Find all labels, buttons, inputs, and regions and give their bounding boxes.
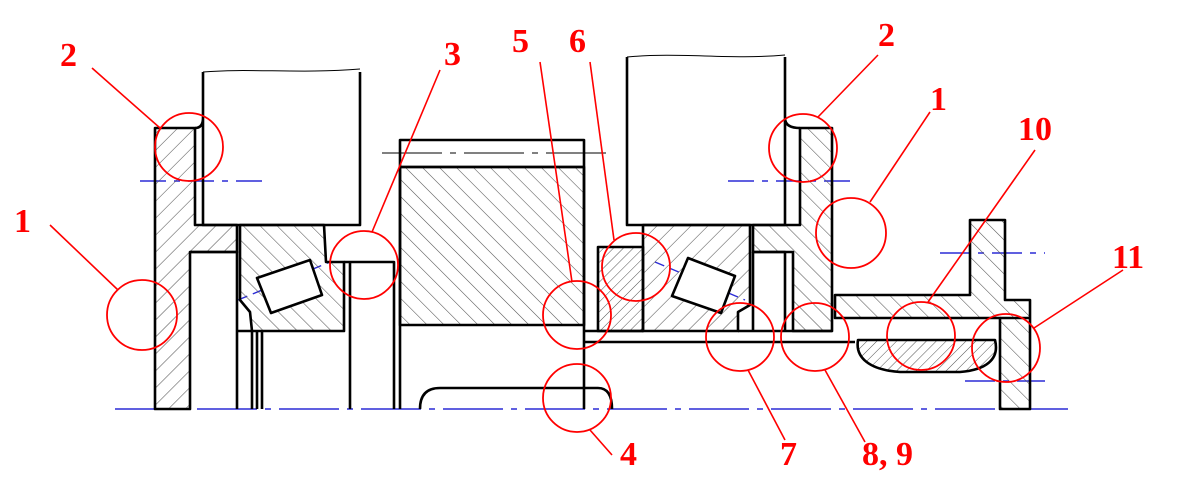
leader-6 bbox=[589, 61, 615, 241]
callout-number-4: 4 bbox=[620, 436, 637, 473]
circle-7 bbox=[705, 302, 775, 372]
circle-3 bbox=[329, 230, 399, 300]
callout-number-5: 5 bbox=[512, 23, 529, 60]
circle-1-right bbox=[815, 197, 887, 269]
circle-4 bbox=[542, 363, 612, 433]
leader-2-right bbox=[817, 54, 879, 118]
circle-2-right bbox=[768, 113, 838, 183]
spacer-bushing bbox=[596, 245, 645, 333]
left-bearing-outer bbox=[190, 250, 254, 409]
right-housing-break bbox=[626, 54, 786, 58]
leader-lines bbox=[49, 54, 1124, 456]
callout-number-6: 6 bbox=[569, 23, 586, 60]
left-housing bbox=[194, 72, 362, 227]
circle-8-9 bbox=[780, 302, 850, 372]
leader-1-left bbox=[49, 224, 119, 291]
right-end-cap bbox=[751, 126, 834, 333]
callout-number-10: 10 bbox=[1018, 111, 1052, 148]
hatched-sections bbox=[153, 126, 1032, 411]
leader-3 bbox=[371, 69, 441, 233]
circle-5 bbox=[542, 280, 612, 350]
left-bearing-roller bbox=[255, 258, 324, 315]
circle-6 bbox=[601, 232, 671, 302]
right-bearing-outer bbox=[751, 250, 787, 331]
callout-number-11: 11 bbox=[1112, 239, 1144, 276]
callout-number-8-9: 8, 9 bbox=[862, 436, 913, 473]
leader-5 bbox=[539, 61, 573, 283]
leader-8-9 bbox=[824, 369, 866, 443]
leader-2-left bbox=[91, 67, 161, 129]
callout-number-2-left: 2 bbox=[60, 37, 77, 74]
circle-11 bbox=[971, 313, 1041, 383]
left-housing-break bbox=[202, 68, 361, 73]
callout-numbers: 1 2 3 5 6 2 1 10 11 4 7 8, 9 bbox=[14, 17, 1144, 473]
outlines bbox=[190, 54, 1030, 410]
right-bearing-roller bbox=[670, 256, 737, 315]
circle-10 bbox=[886, 301, 956, 371]
left-shaft-shoulder bbox=[344, 260, 396, 409]
callout-circles bbox=[106, 112, 1041, 433]
gear-body bbox=[398, 165, 586, 327]
bearing-cover bbox=[833, 218, 1032, 411]
right-housing bbox=[625, 57, 801, 227]
leader-1-right bbox=[869, 111, 931, 203]
left-end-cap bbox=[153, 126, 239, 411]
circle-2-left bbox=[154, 112, 224, 182]
leader-4 bbox=[589, 429, 613, 456]
callout-number-7: 7 bbox=[780, 436, 797, 473]
leader-7 bbox=[747, 369, 786, 441]
callout-number-1-left: 1 bbox=[14, 203, 31, 240]
callout-number-3: 3 bbox=[444, 36, 461, 73]
gear-outline bbox=[398, 138, 586, 409]
callout-number-1-right: 1 bbox=[930, 81, 947, 118]
circle-1-left bbox=[106, 279, 178, 351]
leader-11 bbox=[1033, 269, 1124, 329]
leader-10 bbox=[927, 149, 1036, 303]
callout-number-2-right: 2 bbox=[878, 17, 895, 54]
shaft-key bbox=[856, 338, 998, 374]
left-bearing-sleeve bbox=[255, 331, 264, 409]
